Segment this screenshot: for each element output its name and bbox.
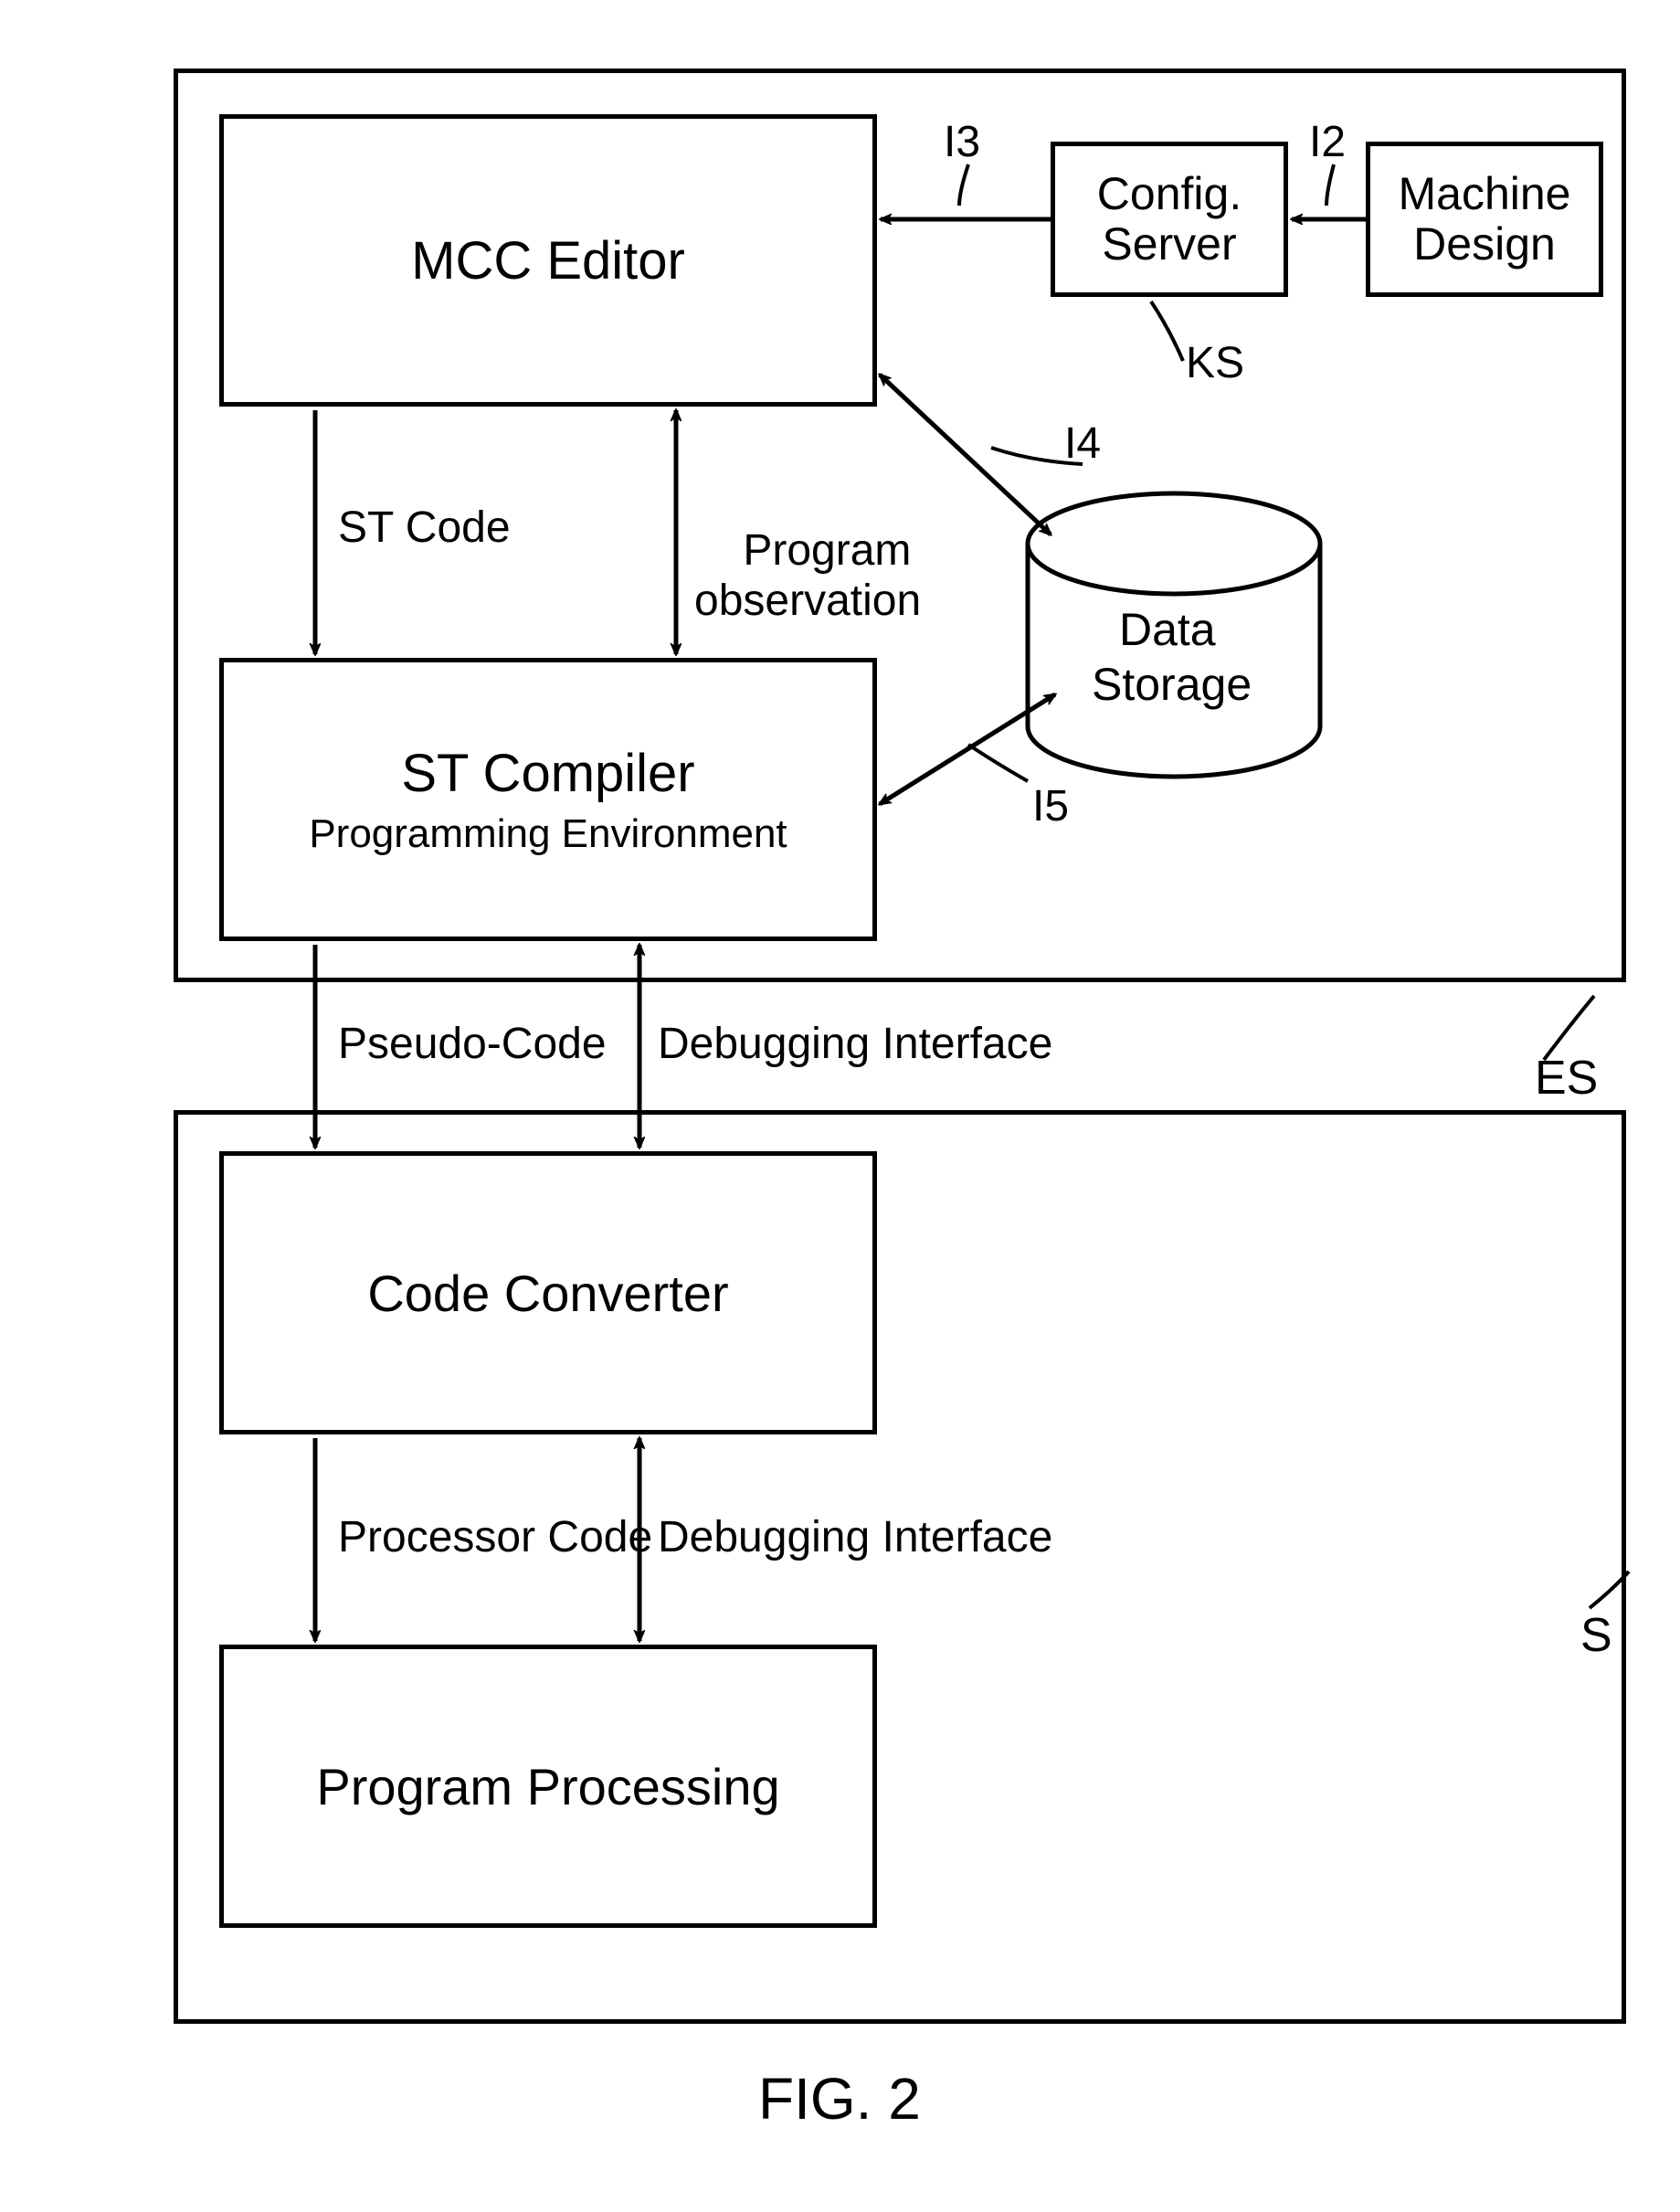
- node-mcc-editor: MCC Editor: [219, 114, 877, 407]
- label-i2: I2: [1309, 117, 1346, 167]
- node-program-processing: Program Processing: [219, 1645, 877, 1928]
- node-label: Config.: [1097, 169, 1242, 219]
- diagram-canvas: MCC Editor Config. Server Machine Design…: [0, 0, 1680, 2212]
- node-label: Code Converter: [367, 1264, 728, 1323]
- node-label: Server: [1102, 219, 1236, 270]
- label-s: S: [1580, 1608, 1612, 1663]
- node-label: ST Compiler: [401, 739, 694, 808]
- node-label: MCC Editor: [411, 230, 685, 291]
- figure-caption: FIG. 2: [758, 2065, 921, 2133]
- data-storage-label-2: Storage: [1092, 658, 1252, 711]
- node-machine-design: Machine Design: [1366, 142, 1603, 297]
- label-es: ES: [1535, 1051, 1598, 1106]
- node-code-converter: Code Converter: [219, 1151, 877, 1434]
- label-i5: I5: [1032, 781, 1069, 831]
- label-pseudo-code: Pseudo-Code: [338, 1019, 607, 1069]
- label-program-obs: Program observation: [694, 475, 921, 677]
- node-config-server: Config. Server: [1051, 142, 1288, 297]
- node-label: Design: [1413, 219, 1556, 270]
- label-debug2: Debugging Interface: [658, 1512, 1052, 1562]
- node-st-compiler: ST Compiler Programming Environment: [219, 658, 877, 941]
- node-label: Program Processing: [316, 1757, 779, 1816]
- label-st-code: ST Code: [338, 503, 511, 553]
- label-debug1: Debugging Interface: [658, 1019, 1052, 1069]
- label-i3: I3: [944, 117, 980, 167]
- node-label: Machine: [1399, 169, 1571, 219]
- label-i4: I4: [1064, 418, 1101, 469]
- node-label: Programming Environment: [309, 808, 787, 860]
- label-processor-code: Processor Code: [338, 1512, 652, 1562]
- label-ks: KS: [1186, 338, 1244, 388]
- data-storage-label-1: Data: [1119, 603, 1216, 656]
